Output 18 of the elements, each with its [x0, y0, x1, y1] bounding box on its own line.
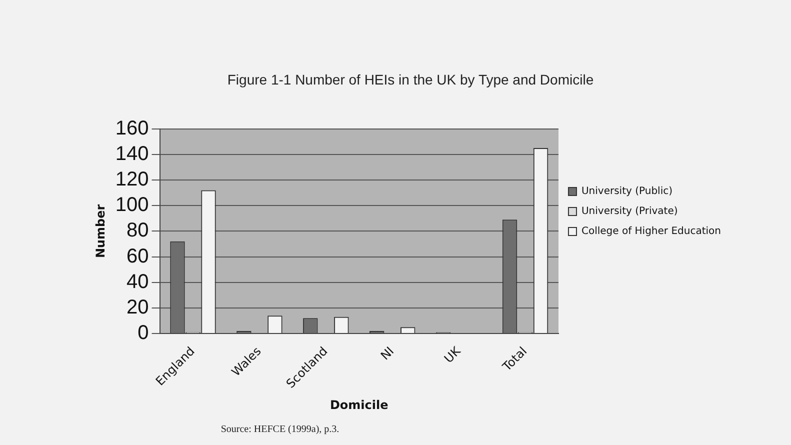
- x-axis-title: Domicile: [330, 398, 388, 412]
- y-tick-label: 100: [115, 194, 149, 216]
- y-axis-title: Number: [93, 204, 108, 258]
- y-tick-label: 0: [138, 322, 149, 344]
- chart-title: Figure 1-1 Number of HEIs in the UK by Type and Domicile: [227, 71, 594, 88]
- y-tick-label: 40: [126, 270, 149, 293]
- x-tick-label: UK: [441, 343, 464, 366]
- y-tick-label: 160: [115, 117, 149, 140]
- legend-label: University (Private): [581, 206, 678, 218]
- legend-label: College of Higher Education: [581, 226, 722, 238]
- y-tick-label: 20: [126, 296, 149, 318]
- legend-label: University (Public): [581, 186, 673, 198]
- y-tick-label: 120: [115, 168, 149, 190]
- source-note: Source: HEFCE (1999a), p.3.: [220, 424, 340, 435]
- y-tick-label: 140: [115, 142, 149, 165]
- x-tick-label: NI: [378, 344, 397, 363]
- y-tick-label: 60: [126, 245, 149, 268]
- y-tick-label: 80: [126, 220, 149, 242]
